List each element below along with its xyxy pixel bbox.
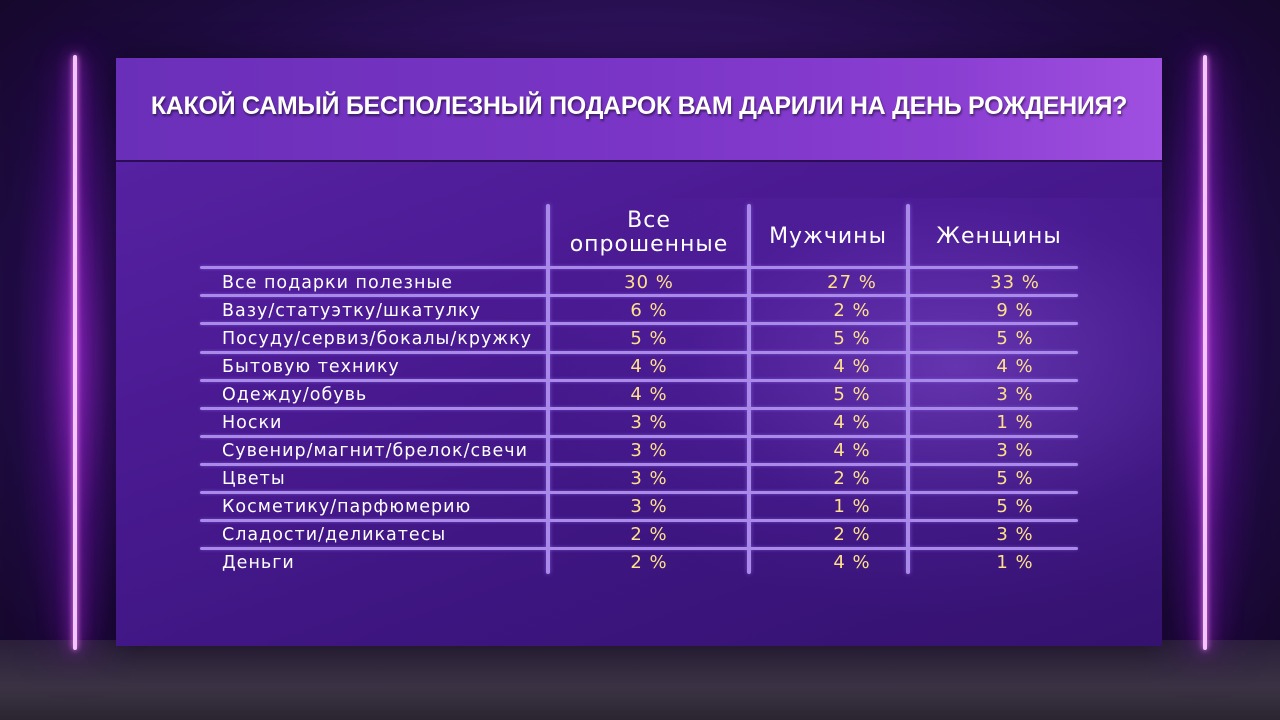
cell-all: 4 % (630, 384, 668, 405)
cell-men: 1 % (833, 496, 871, 517)
table-row: Цветы 3 % 2 % 5 % (116, 465, 1162, 493)
grid-hline (200, 463, 1078, 466)
grid-vline-3 (906, 204, 910, 574)
neon-tube-left (73, 55, 77, 650)
col-header-all-line1: Все (627, 208, 671, 233)
cell-all: 5 % (630, 328, 668, 349)
cell-women: 3 % (996, 384, 1034, 405)
grid-hline (200, 266, 1078, 269)
cell-all: 4 % (630, 356, 668, 377)
cell-men: 5 % (833, 384, 871, 405)
row-label: Косметику/парфюмерию (222, 497, 472, 517)
table-row: Посуду/сервиз/бокалы/кружку 5 % 5 % 5 % (116, 325, 1162, 353)
col-header-men: Мужчины (769, 224, 887, 249)
grid-hline (200, 407, 1078, 410)
cell-men: 5 % (833, 328, 871, 349)
cell-men: 2 % (833, 524, 871, 545)
cell-women: 9 % (996, 300, 1034, 321)
row-label: Все подарки полезные (222, 273, 453, 293)
col-header-all-line2: опрошенные (569, 232, 729, 257)
cell-women: 4 % (996, 356, 1034, 377)
table-row: Все подарки полезные 30 % 27 % 33 % (116, 269, 1162, 297)
table-row: Косметику/парфюмерию 3 % 1 % 5 % (116, 493, 1162, 521)
cell-all: 2 % (630, 552, 668, 573)
row-label: Бытовую технику (222, 357, 400, 377)
cell-all: 3 % (630, 412, 668, 433)
cell-men: 4 % (833, 356, 871, 377)
grid-hline (200, 435, 1078, 438)
survey-panel: КАКОЙ САМЫЙ БЕСПОЛЕЗНЫЙ ПОДАРОК ВАМ ДАРИ… (116, 58, 1162, 646)
row-label: Сувенир/магнит/брелок/свечи (222, 441, 528, 461)
survey-title: КАКОЙ САМЫЙ БЕСПОЛЕЗНЫЙ ПОДАРОК ВАМ ДАРИ… (150, 92, 1128, 120)
cell-men: 4 % (833, 552, 871, 573)
cell-all: 6 % (630, 300, 668, 321)
table-row: Сладости/деликатесы 2 % 2 % 3 % (116, 521, 1162, 549)
cell-women: 3 % (996, 440, 1034, 461)
row-label: Вазу/статуэтку/шкатулку (222, 301, 481, 321)
grid-hline (200, 519, 1078, 522)
col-header-women: Женщины (936, 224, 1062, 249)
col-header-all: Все опрошенные (556, 209, 742, 257)
cell-men: 4 % (833, 412, 871, 433)
grid-vline-2 (747, 204, 751, 574)
row-label: Посуду/сервиз/бокалы/кружку (222, 329, 532, 349)
grid-hline (200, 294, 1078, 297)
row-label: Носки (222, 413, 283, 433)
table-row: Деньги 2 % 4 % 1 % (116, 549, 1162, 577)
row-label: Цветы (222, 469, 286, 489)
cell-women: 33 % (990, 272, 1040, 293)
grid-vline-1 (546, 204, 550, 574)
cell-men: 4 % (833, 440, 871, 461)
table-row: Носки 3 % 4 % 1 % (116, 409, 1162, 437)
table-row: Бытовую технику 4 % 4 % 4 % (116, 353, 1162, 381)
cell-women: 1 % (996, 552, 1034, 573)
grid-hline (200, 322, 1078, 325)
cell-men: 27 % (827, 272, 877, 293)
cell-all: 3 % (630, 440, 668, 461)
cell-women: 1 % (996, 412, 1034, 433)
grid-hline (200, 547, 1078, 550)
cell-women: 3 % (996, 524, 1034, 545)
grid-hline (200, 351, 1078, 354)
floor (0, 640, 1280, 720)
table-row: Вазу/статуэтку/шкатулку 6 % 2 % 9 % (116, 297, 1162, 325)
cell-men: 2 % (833, 468, 871, 489)
row-label: Одежду/обувь (222, 385, 368, 405)
cell-all: 30 % (624, 272, 674, 293)
cell-all: 2 % (630, 524, 668, 545)
cell-all: 3 % (630, 468, 668, 489)
cell-women: 5 % (996, 496, 1034, 517)
cell-men: 2 % (833, 300, 871, 321)
neon-tube-right (1203, 55, 1207, 650)
cell-women: 5 % (996, 328, 1034, 349)
cell-all: 3 % (630, 496, 668, 517)
table-row: Одежду/обувь 4 % 5 % 3 % (116, 381, 1162, 409)
row-label: Сладости/деликатесы (222, 525, 447, 545)
grid-hline (200, 379, 1078, 382)
grid-hline (200, 491, 1078, 494)
row-label: Деньги (222, 553, 295, 573)
cell-women: 5 % (996, 468, 1034, 489)
table-row: Сувенир/магнит/брелок/свечи 3 % 4 % 3 % (116, 437, 1162, 465)
title-bar: КАКОЙ САМЫЙ БЕСПОЛЕЗНЫЙ ПОДАРОК ВАМ ДАРИ… (116, 58, 1162, 162)
